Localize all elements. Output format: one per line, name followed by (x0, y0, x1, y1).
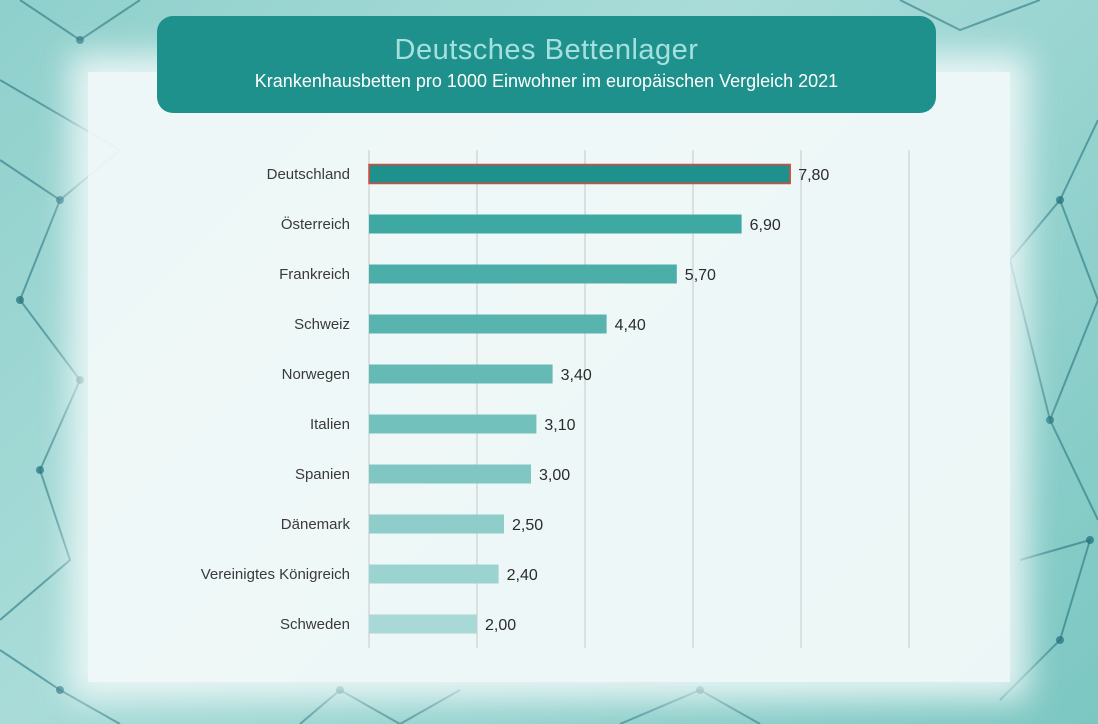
header-banner: Deutsches Bettenlager Krankenhausbetten … (157, 16, 936, 113)
category-label: Schweiz (294, 316, 350, 333)
chart-subtitle: Krankenhausbetten pro 1000 Einwohner im … (254, 71, 839, 91)
value-label: 3,00 (539, 467, 570, 484)
category-label: Dänemark (281, 516, 351, 533)
bar (369, 514, 504, 534)
bar (369, 314, 607, 334)
category-label: Norwegen (282, 366, 350, 383)
value-label: 2,50 (512, 517, 543, 534)
value-label: 5,70 (685, 267, 716, 284)
bar (369, 614, 477, 634)
bar (369, 214, 742, 234)
category-label: Deutschland (267, 166, 350, 183)
category-label: Italien (310, 416, 350, 433)
value-label: 2,40 (507, 567, 538, 584)
bar (368, 163, 791, 185)
category-label: Spanien (295, 466, 350, 483)
category-label: Vereinigtes Königreich (201, 566, 350, 583)
category-label: Schweden (280, 616, 350, 633)
value-label: 7,80 (798, 167, 829, 184)
chart-title: Deutsches Bettenlager (394, 34, 699, 66)
value-label: 3,40 (561, 367, 592, 384)
category-label: Frankreich (279, 266, 350, 283)
bar (369, 364, 553, 384)
value-label: 2,00 (485, 617, 516, 634)
bar (369, 264, 677, 284)
value-label: 3,10 (544, 417, 575, 434)
bar (369, 414, 537, 434)
bar (369, 464, 531, 484)
value-label: 6,90 (750, 217, 781, 234)
category-label: Österreich (281, 215, 350, 233)
value-label: 4,40 (615, 317, 646, 334)
bar (369, 564, 499, 584)
